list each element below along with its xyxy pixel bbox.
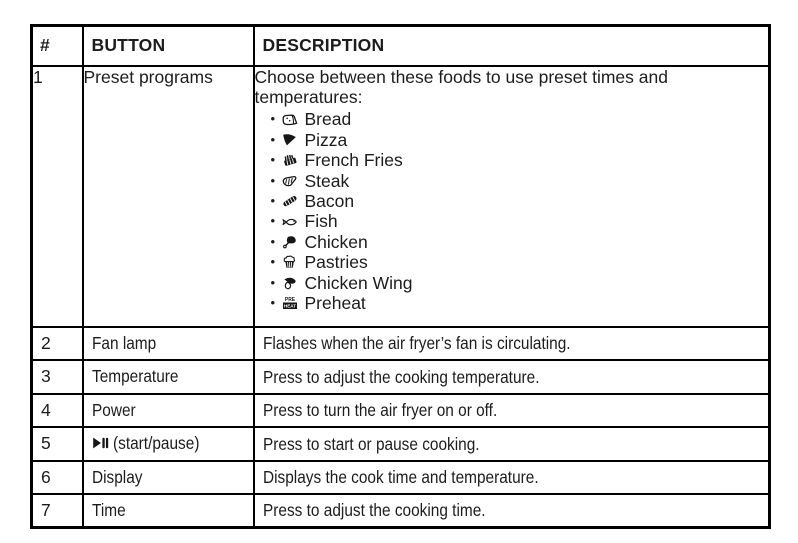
chicken-icon (281, 234, 300, 251)
preset-description: Choose between these foods to use preset… (254, 66, 668, 108)
food-item-preheat: • PRE HEAT Preheat (271, 293, 769, 313)
food-label: French Fries (304, 150, 403, 171)
food-item-fish: • Fish (271, 211, 769, 231)
description-cell: Choose between these foods to use preset… (252, 64, 771, 328)
bullet: • (270, 274, 276, 290)
food-label: Bread (304, 109, 352, 130)
row-number: 3 (30, 359, 84, 395)
description-cell: Press to turn the air fryer on or off. (252, 392, 771, 428)
pastries-icon (281, 254, 300, 271)
header-description: DESCRIPTION (252, 24, 771, 67)
description-cell: Press to adjust the cooking temperature. (252, 359, 771, 395)
button-name: Power (81, 392, 255, 428)
button-name: Fan lamp (81, 325, 255, 361)
table-row-time: 7 Time Press to adjust the cooking time. (30, 493, 771, 529)
button-name: (start/pause) (81, 426, 255, 462)
bacon-icon (281, 193, 300, 210)
food-label: Bacon (304, 191, 355, 212)
header-number: # (30, 24, 84, 67)
bullet: • (270, 233, 276, 249)
french-fries-icon (281, 152, 300, 169)
button-name: Temperature (81, 359, 255, 395)
play-pause-icon (92, 436, 109, 450)
row-number: 6 (30, 459, 84, 495)
row-number: 4 (30, 392, 84, 428)
food-label: Steak (304, 170, 350, 191)
button-name: Display (81, 459, 255, 495)
food-item-steak: • Steak (271, 171, 769, 191)
food-label: Chicken (304, 231, 368, 252)
pizza-icon (281, 132, 300, 149)
row-number: 2 (30, 325, 84, 361)
food-label: Fish (304, 211, 338, 232)
food-label: Preheat (304, 292, 366, 313)
table-row-power: 4 Power Press to turn the air fryer on o… (30, 392, 771, 428)
button-name: Time (81, 493, 255, 529)
description-cell: Press to start or pause cooking. (252, 426, 771, 462)
food-item-bread: • Bread (270, 109, 769, 130)
table-row-preset-programs: 1 Preset programs Choose between these f… (30, 64, 771, 328)
description-cell: Flashes when the air fryer’s fan is circ… (252, 325, 771, 361)
header-button: BUTTON (81, 24, 255, 67)
food-item-french-fries: • French Fries (271, 150, 769, 170)
table-row-start-pause: 5 (start/pause) Press to start or (30, 426, 771, 462)
food-item-chicken: • Chicken (271, 232, 769, 252)
steak-icon (281, 172, 300, 189)
bullet: • (270, 254, 276, 270)
row-number: 5 (30, 426, 84, 462)
description-cell: Displays the cook time and temperature. (252, 459, 771, 495)
row-number: 7 (30, 493, 84, 529)
svg-text:PRE: PRE (285, 297, 296, 303)
table-row-display: 6 Display Displays the cook time and tem… (30, 459, 771, 495)
table-row-fan-lamp: 2 Fan lamp Flashes when the air fryer’s … (30, 325, 771, 361)
button-name: Preset programs (81, 64, 255, 328)
food-item-chicken-wing: • Chicken Wing (271, 273, 769, 293)
food-item-pastries: • Pastries (271, 252, 769, 272)
bullet: • (270, 193, 276, 209)
bullet: • (270, 294, 276, 310)
button-description-table: # BUTTON DESCRIPTION 1 Preset programs C… (30, 24, 771, 529)
header-row: # BUTTON DESCRIPTION (30, 24, 771, 67)
bread-icon (281, 111, 300, 128)
preheat-icon: PRE HEAT (281, 295, 300, 312)
food-label: Chicken Wing (304, 272, 413, 293)
bullet: • (270, 213, 276, 229)
food-item-bacon: • Bacon (271, 191, 769, 211)
bullet: • (270, 172, 276, 188)
food-label: Pizza (304, 129, 348, 150)
food-item-pizza: • Pizza (271, 130, 769, 150)
description-cell: Press to adjust the cooking time. (252, 493, 771, 529)
row-number: 1 (30, 64, 84, 328)
bullet: • (270, 131, 276, 147)
chicken-wing-icon (281, 274, 300, 291)
food-label: Pastries (304, 252, 368, 273)
svg-text:HEAT: HEAT (284, 304, 296, 309)
table-row-temperature: 3 Temperature Press to adjust the cookin… (30, 359, 771, 395)
fish-icon (281, 213, 300, 230)
preset-food-list: • Bread (255, 109, 769, 314)
bullet: • (270, 111, 276, 127)
bullet: • (270, 152, 276, 168)
